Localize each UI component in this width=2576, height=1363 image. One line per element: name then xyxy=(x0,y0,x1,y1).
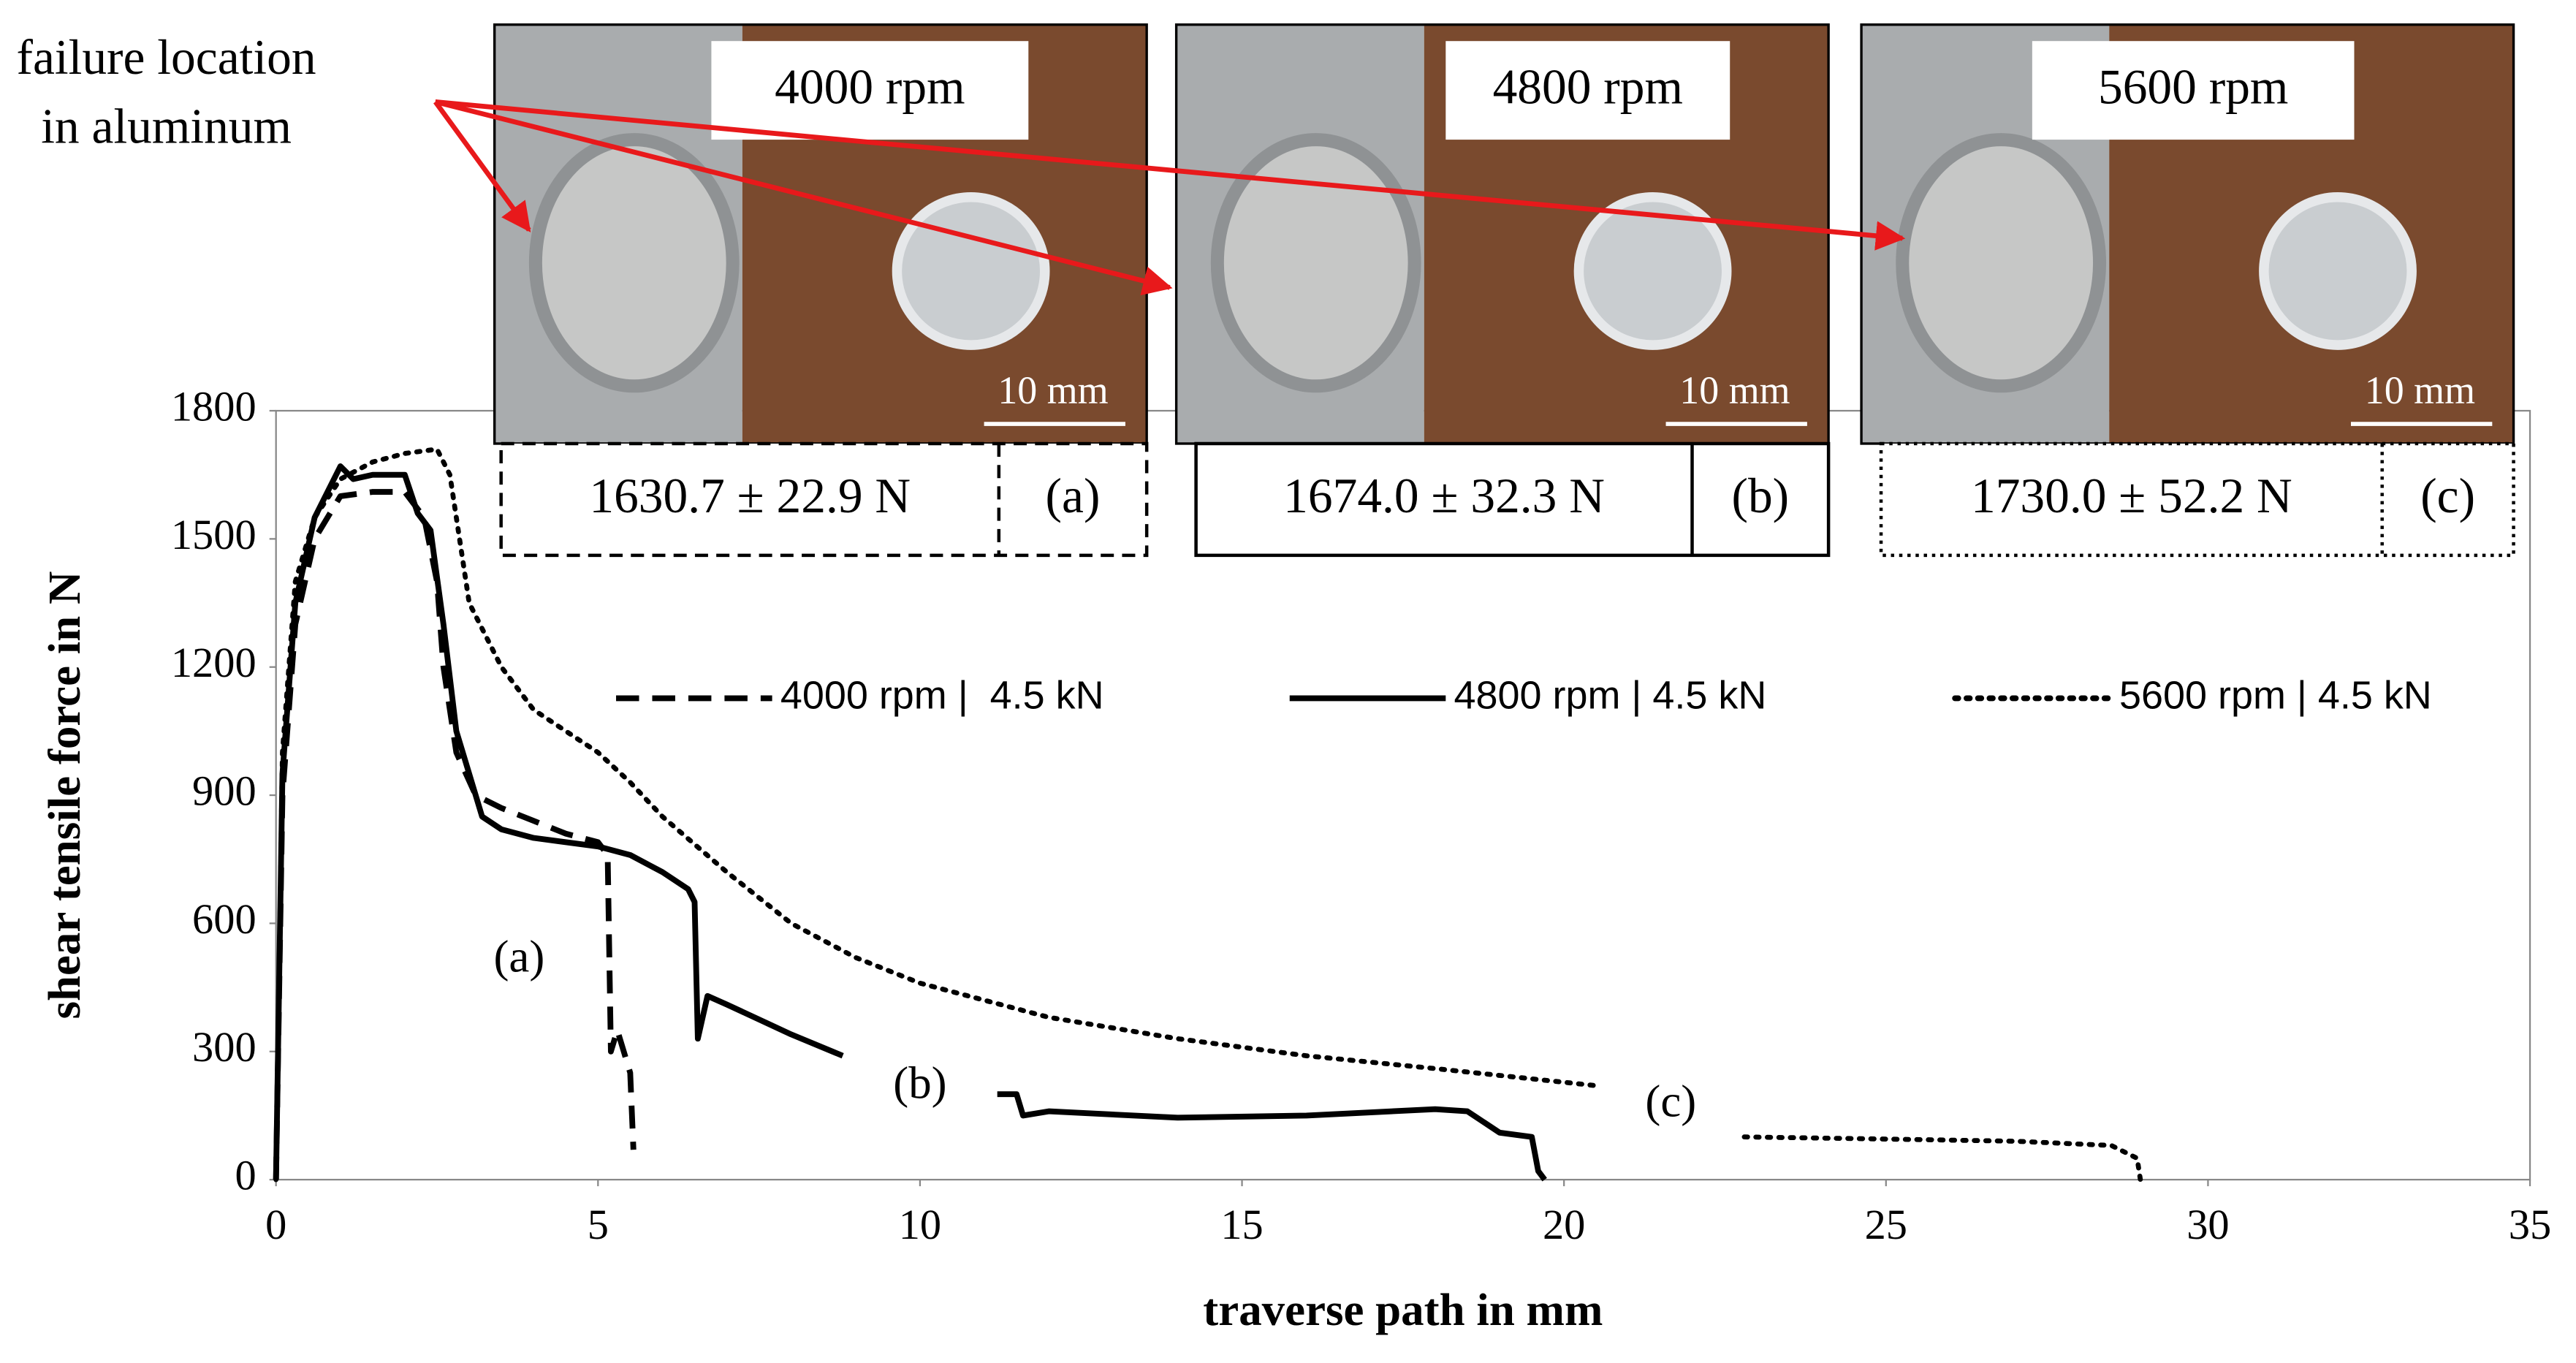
photo-hole xyxy=(1896,133,2107,393)
speed-label: 4800 rpm xyxy=(1493,59,1683,114)
x-tick-label: 0 xyxy=(265,1201,286,1248)
y-tick-label: 1500 xyxy=(171,511,257,558)
data-line xyxy=(273,447,2143,1182)
data-line xyxy=(273,489,637,1180)
speed-box xyxy=(1445,41,1730,140)
force-box xyxy=(1879,441,2515,558)
scale-label: 10 mm xyxy=(2365,368,2475,412)
legend-label: 4000 rpm | 4.5 kN xyxy=(780,674,1104,718)
callout-label: in aluminum xyxy=(41,99,292,153)
y-tick-label: 900 xyxy=(192,767,257,814)
y-axis-label: shear tensile force in N xyxy=(39,572,90,1020)
photo-panel: 5600 rpm 10 mm 1730.0 ± 52.2 N (c) xyxy=(1860,23,2515,558)
speed-label: 4000 rpm xyxy=(775,59,965,114)
force-label: 1630.7 ± 22.9 N xyxy=(589,468,911,523)
photo-hole xyxy=(1210,133,1421,393)
x-tick-label: 35 xyxy=(2509,1201,2551,1248)
panel-tag: (c) xyxy=(2420,468,2475,523)
photo-hole xyxy=(528,133,740,393)
y-tick-label: 1800 xyxy=(171,382,257,430)
photo-panel: 4000 rpm 10 mm 1630.7 ± 22.9 N (a) xyxy=(493,23,1149,558)
force-label: 1674.0 ± 32.3 N xyxy=(1283,468,1605,523)
force-label: 1730.0 ± 52.2 N xyxy=(1971,468,2292,523)
data-line xyxy=(273,463,1547,1182)
x-tick-label: 30 xyxy=(2186,1201,2229,1248)
callout-arrow xyxy=(433,100,531,232)
x-tick-label: 25 xyxy=(1865,1201,1907,1248)
x-axis-label: traverse path in mm xyxy=(1203,1284,1603,1335)
x-tick-label: 5 xyxy=(588,1201,609,1248)
speed-label: 5600 rpm xyxy=(2098,59,2288,114)
callout-arrow xyxy=(435,99,1906,251)
y-tick-label: 0 xyxy=(235,1152,256,1199)
legend-label: 5600 rpm | 4.5 kN xyxy=(2119,674,2432,718)
photo-panel: 4800 rpm 10 mm 1674.0 ± 32.3 N (b) xyxy=(1174,23,1831,558)
annotation: (b) xyxy=(893,1058,946,1109)
callout-arrow xyxy=(434,99,1173,296)
x-tick-label: 15 xyxy=(1220,1201,1263,1248)
photo-rivet xyxy=(892,192,1050,350)
callout-label: failure location xyxy=(16,30,316,85)
panel-tag: (b) xyxy=(1732,468,1790,523)
legend-label: 4800 rpm | 4.5 kN xyxy=(1454,674,1767,718)
scale-label: 10 mm xyxy=(1679,368,1790,412)
y-tick-label: 600 xyxy=(192,895,257,943)
x-tick-label: 10 xyxy=(899,1201,941,1248)
speed-box xyxy=(2032,41,2355,140)
photo-rivet xyxy=(2259,192,2417,350)
photo-rivet xyxy=(1573,192,1732,350)
panel-tag: (a) xyxy=(1046,468,1101,523)
scale-label: 10 mm xyxy=(998,368,1108,412)
speed-box xyxy=(711,41,1029,140)
y-tick-label: 1200 xyxy=(171,639,257,686)
force-box xyxy=(499,441,1149,558)
force-box xyxy=(1194,441,1831,558)
annotation: (a) xyxy=(493,931,544,982)
y-tick-label: 300 xyxy=(192,1023,257,1071)
x-tick-label: 20 xyxy=(1543,1201,1585,1248)
annotation: (c) xyxy=(1645,1075,1696,1126)
